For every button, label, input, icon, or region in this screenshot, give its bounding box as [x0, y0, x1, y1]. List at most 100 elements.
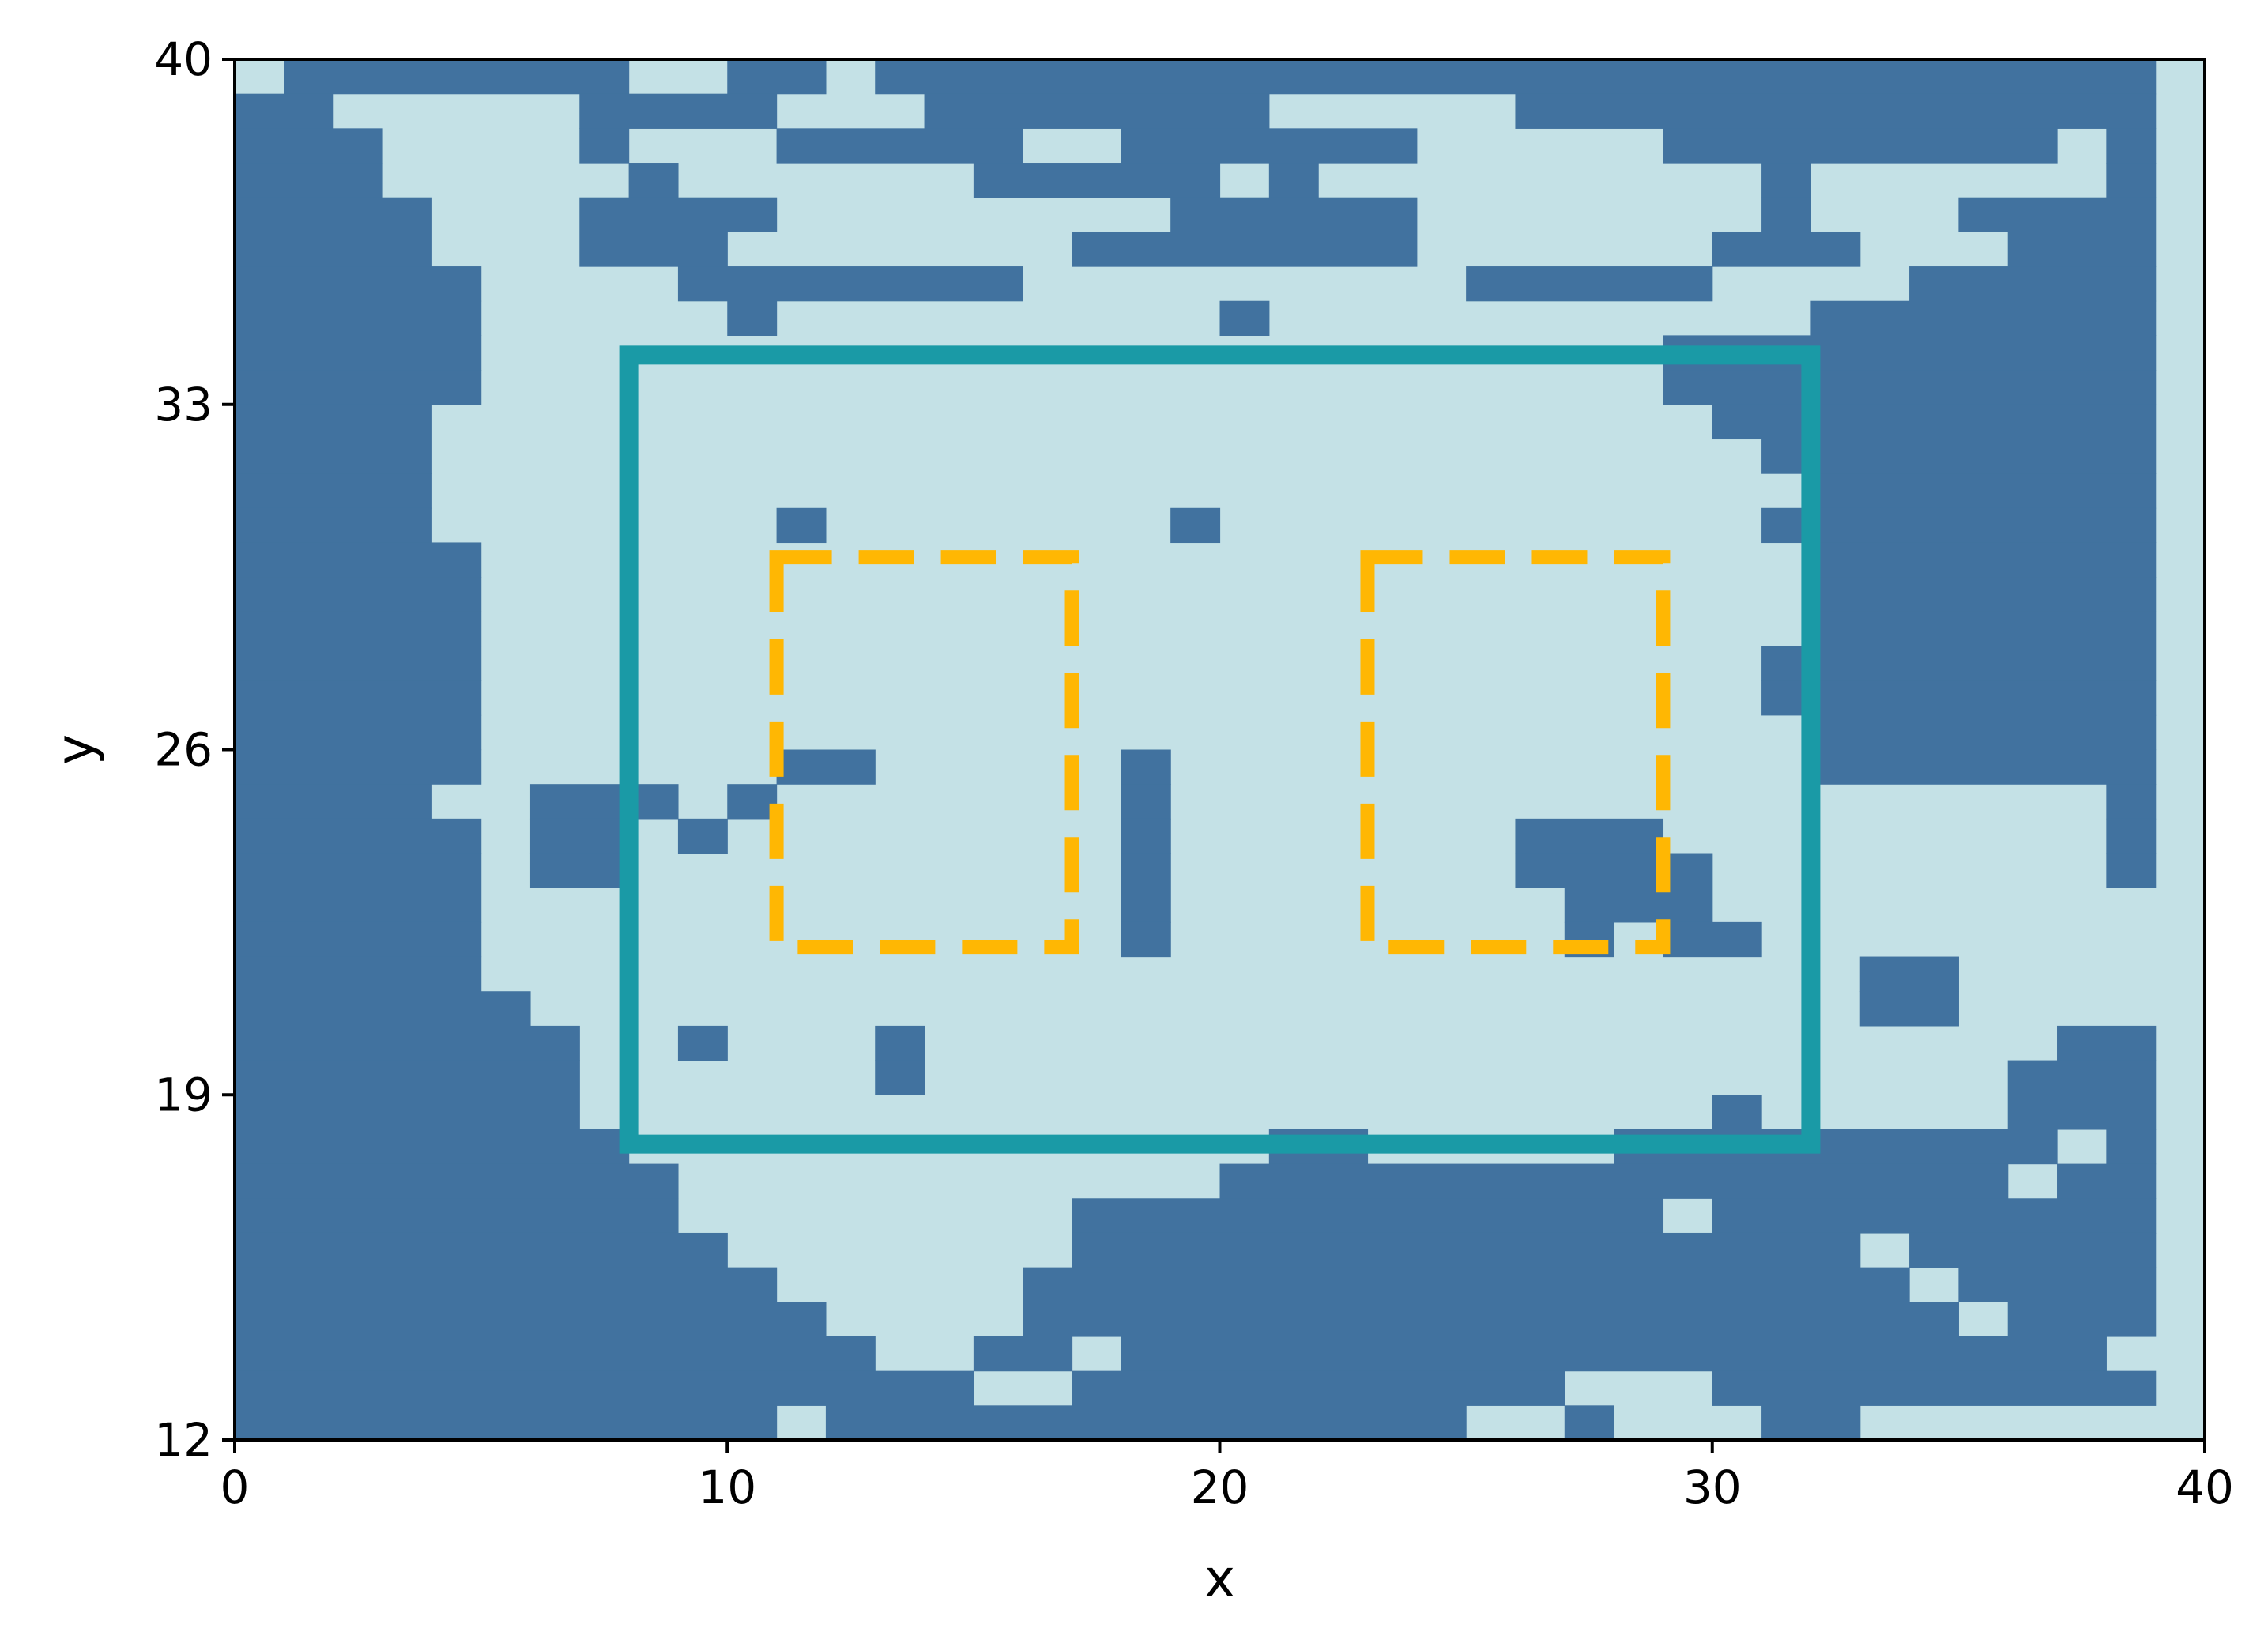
heatmap-cell-occupied [235, 1198, 679, 1234]
heatmap-cell-occupied [1712, 1095, 1762, 1130]
heatmap-cell-occupied [1958, 197, 2157, 232]
heatmap-cell-occupied [2106, 128, 2157, 164]
heatmap-cell-occupied [1761, 439, 2157, 474]
heatmap-cell-occupied [1268, 163, 1319, 198]
heatmap-cell-occupied [1121, 784, 1171, 820]
heatmap-cell-occupied [1170, 197, 1418, 232]
heatmap-cell-occupied [235, 749, 482, 785]
y-tick-label: 33 [154, 378, 213, 432]
heatmap-cell-occupied [235, 1060, 580, 1095]
heatmap-cell-occupied [235, 1336, 876, 1372]
heatmap-cell-occupied [1170, 507, 1221, 544]
heatmap-cell-occupied [529, 818, 630, 854]
heatmap-cell-occupied [973, 163, 1221, 198]
heatmap-cell-occupied [1072, 1232, 1861, 1268]
heatmap-cell-occupied [1072, 232, 1418, 267]
heatmap-cell-occupied [2106, 163, 2157, 198]
heatmap-cell-occupied [235, 784, 432, 820]
heatmap-cell-occupied [1663, 370, 2157, 405]
heatmap-cell-occupied [1515, 93, 2157, 129]
heatmap-cell-occupied [235, 473, 432, 509]
heatmap-cell-occupied [235, 300, 482, 336]
heatmap-cell-occupied [235, 335, 482, 371]
heatmap-cell-occupied [235, 1405, 778, 1441]
y-tick-label: 40 [154, 32, 213, 86]
y-tick-label: 19 [154, 1068, 213, 1121]
heatmap-cell-occupied [1810, 714, 2157, 751]
heatmap-cell-occupied [235, 1025, 580, 1061]
heatmap-cell-occupied [1810, 611, 2157, 647]
heatmap-cell-occupied [2007, 232, 2157, 267]
y-axis-label: y [45, 734, 106, 765]
heatmap-cell-occupied [235, 921, 482, 958]
heatmap-cell-occupied [1859, 956, 1959, 992]
heatmap-cell-occupied [1761, 1405, 1861, 1441]
heatmap-cell-occupied [235, 714, 482, 751]
heatmap-cell-occupied [1663, 921, 1762, 958]
x-tick-label: 10 [698, 1460, 756, 1514]
heatmap-cell-occupied [235, 1129, 630, 1165]
heatmap-cell-occupied [235, 818, 482, 854]
heatmap-cell-occupied [1121, 921, 1171, 958]
heatmap-cell-occupied [1810, 749, 2157, 785]
heatmap-cell-occupied [235, 646, 482, 681]
heatmap-cell-occupied [1761, 680, 2157, 716]
heatmap-cell-occupied [235, 680, 482, 716]
heatmap-cell-occupied [677, 1025, 728, 1061]
heatmap-cell-occupied [235, 93, 334, 129]
heatmap-cell-occupied [776, 128, 1023, 164]
heatmap-cell-occupied [2007, 1095, 2157, 1130]
heatmap-cell-occupied [579, 197, 778, 232]
heatmap-cell-occupied [1712, 1370, 2157, 1406]
heatmap-cell-occupied [1663, 128, 2058, 164]
heatmap-cell-occupied [1023, 1267, 1910, 1302]
heatmap-cell-occupied [1859, 991, 1959, 1027]
heatmap-cell-occupied [1761, 507, 2157, 544]
x-axis-label: x [1204, 1548, 1235, 1609]
heatmap-cell-occupied [677, 818, 728, 854]
heatmap-cell-occupied [284, 59, 630, 95]
heatmap-cell-occupied [1712, 404, 2157, 440]
heatmap-cell-occupied [1761, 163, 1811, 198]
heatmap-cell-occupied [1121, 888, 1171, 923]
heatmap-cell-occupied [235, 888, 482, 923]
heatmap-cell-occupied [235, 577, 482, 612]
heatmap-cell-occupied [235, 956, 482, 992]
heatmap-cell-occupied [1466, 266, 1713, 302]
heatmap-cell-occupied [1958, 1267, 2157, 1302]
x-tick-label: 0 [220, 1460, 250, 1514]
plot-area [235, 59, 2205, 1441]
heatmap-cell-occupied [2007, 1060, 2157, 1095]
heatmap-cell-occupied [1121, 853, 1171, 888]
heatmap-cell-occupied [235, 1267, 778, 1302]
inner-rectangle-2 [1360, 550, 1671, 955]
heatmap-cell-occupied [973, 1336, 1073, 1372]
heatmap-cell-occupied [235, 853, 482, 888]
heatmap-cell-occupied [579, 128, 630, 164]
heatmap-cell-occupied [875, 1025, 925, 1061]
heatmap-cell-occupied [677, 266, 1023, 302]
heatmap-cell-occupied [1121, 1336, 2107, 1372]
heatmap-cell-occupied [529, 784, 679, 820]
heatmap-cell-occupied [235, 439, 432, 474]
heatmap-cell-occupied [1712, 1198, 2157, 1234]
heatmap-cell-occupied [875, 1060, 925, 1095]
heatmap-cell-occupied [235, 128, 383, 164]
heatmap-cell-occupied [727, 784, 778, 820]
heatmap-cell-occupied [1761, 646, 2157, 681]
heatmap-cell-occupied [2057, 1025, 2157, 1061]
inner-rectangle-1 [769, 550, 1079, 955]
heatmap-cell-occupied [1023, 1302, 1959, 1337]
heatmap-cell-occupied [1072, 1198, 1664, 1234]
heatmap-cell-occupied [1121, 818, 1171, 854]
heatmap-cell-occupied [1121, 128, 1418, 164]
heatmap-cell-occupied [776, 749, 876, 785]
heatmap-cell-occupied [1564, 1405, 1614, 1441]
overlay-rectangles [619, 345, 1821, 1154]
heatmap-cell-occupied [1909, 266, 2157, 302]
heatmap-cell-occupied [2106, 1129, 2157, 1165]
heatmap-cell-occupied [235, 1370, 974, 1406]
heatmap-cell-occupied [1810, 300, 2157, 336]
heatmap-cell-occupied [1515, 818, 1664, 854]
